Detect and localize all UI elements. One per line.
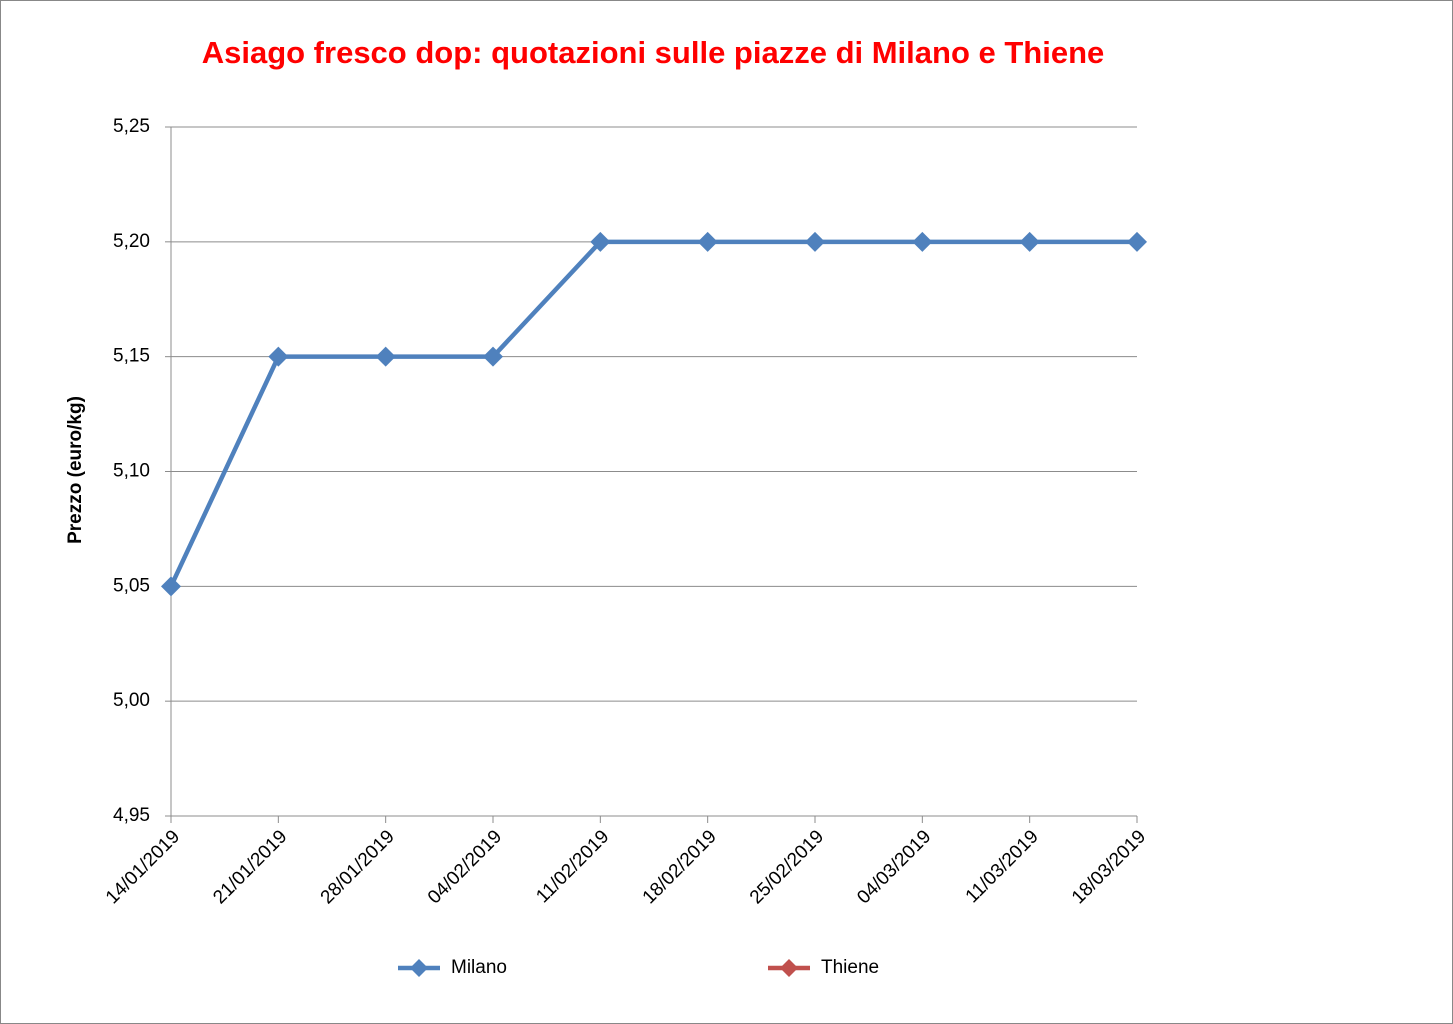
y-tick-label: 5,10	[113, 461, 150, 482]
y-tick-label: 4,95	[113, 805, 150, 826]
marker	[161, 576, 181, 597]
marker	[590, 231, 611, 252]
legend-label: Milano	[451, 957, 507, 978]
y-tick-label: 5,15	[113, 346, 150, 367]
marker	[697, 231, 718, 252]
marker	[483, 346, 503, 367]
y-tick-label: 5,05	[113, 575, 150, 596]
line-series	[168, 239, 1137, 588]
legend-marker	[780, 959, 798, 977]
marker	[1127, 231, 1147, 252]
marker	[375, 346, 396, 367]
marker	[1019, 231, 1040, 252]
chart-title: Asiago fresco dop: quotazioni sulle piaz…	[202, 35, 1105, 70]
y-tick-label: 5,00	[113, 690, 150, 711]
y-tick-label: 5,20	[113, 231, 150, 252]
y-tick-label: 5,25	[113, 116, 150, 137]
marker	[268, 346, 289, 367]
marker	[912, 231, 933, 252]
y-axis-label: Prezzo (euro/kg)	[65, 396, 86, 544]
legend-marker	[410, 959, 428, 977]
legend-label: Thiene	[821, 957, 879, 978]
marker	[805, 231, 825, 252]
